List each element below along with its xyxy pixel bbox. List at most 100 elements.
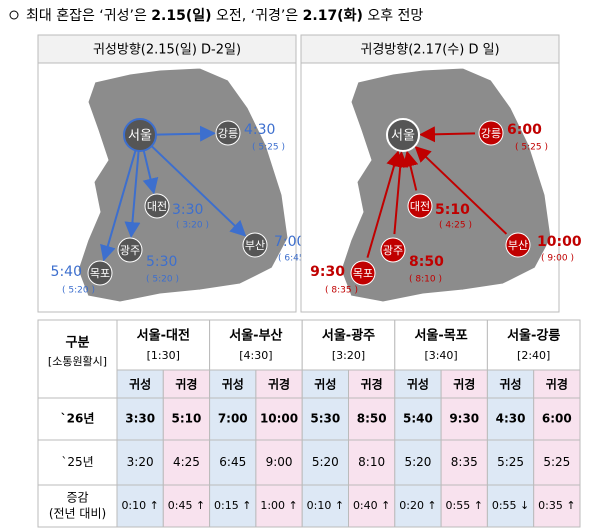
map-panel: 귀경방향(2.17(수) D 일) 강릉 6:00 ( 5:25 ) 대전 5:10 ( 4… <box>300 34 582 313</box>
base-time: ( 8:35 ) <box>325 286 358 296</box>
route-name: 서울-강릉 <box>507 328 560 344</box>
city-node <box>350 260 376 286</box>
cell-value: 4:25 <box>173 455 200 469</box>
route-arrow <box>418 126 476 143</box>
heading-part: 오전, ‘귀경’은 <box>212 8 303 24</box>
row-label: `25년 <box>61 455 93 469</box>
table-cell <box>209 319 303 371</box>
route-arrow <box>150 145 247 237</box>
cell-value: 6:45 <box>219 455 246 469</box>
city-name: 광주 <box>120 244 140 257</box>
travel-time: 3:30 <box>172 202 203 218</box>
table-cell <box>162 484 211 528</box>
city-node <box>117 237 143 263</box>
city-node <box>407 193 433 219</box>
city-node <box>380 237 406 263</box>
cell-value: 0:15 ↑ <box>214 499 251 512</box>
cell-value: 9:00 <box>266 455 293 469</box>
cell-value: 0:40 ↑ <box>353 499 390 512</box>
row-label: `26년 <box>61 412 95 426</box>
hub-node <box>386 118 420 152</box>
table-cell <box>37 484 118 528</box>
route-base: [3:20] <box>332 349 365 362</box>
city-name: 부산 <box>245 239 265 252</box>
table-cell <box>533 439 581 486</box>
city-name: 목포 <box>353 267 373 280</box>
city-node <box>242 232 268 258</box>
table-cell <box>486 397 535 441</box>
table-cell <box>533 484 581 528</box>
subheader: 귀경 <box>546 377 568 392</box>
city-node <box>478 120 504 146</box>
table-cell <box>486 369 535 399</box>
cell-value: 3:30 <box>125 412 155 426</box>
hub-name: 서울 <box>128 129 152 144</box>
subheader: 귀경 <box>268 377 290 392</box>
route-name: 서울-대전 <box>137 328 190 344</box>
cell-value: 7:00 <box>218 412 248 426</box>
table-cell <box>394 439 442 486</box>
route-arrow <box>142 150 159 195</box>
route-base: [3:40] <box>424 349 457 362</box>
subheader: 귀성 <box>407 377 429 392</box>
base-time: ( 4:25 ) <box>439 221 472 231</box>
cell-value: 10:00 <box>260 412 298 426</box>
city-node <box>87 260 113 286</box>
map-panel: 귀성방향(2.15(일) D-2일) 강릉 4:30 ( 5:25 ) 대전 3:30 ( … <box>37 34 311 313</box>
cell-value: 0:55 ↑ <box>446 499 483 512</box>
cell-value: 1:00 ↑ <box>260 499 297 512</box>
heading-part: 오후 전망 <box>363 8 424 24</box>
cell-value: 8:50 <box>357 412 387 426</box>
heading-part: 2.17(화) <box>303 8 363 24</box>
cell-value: 5:40 <box>403 412 433 426</box>
travel-time: 5:40 <box>51 264 82 280</box>
travel-time: 7:00 <box>274 234 305 250</box>
city-node <box>215 120 241 146</box>
table-cell <box>486 439 535 486</box>
subheader: 귀경 <box>361 377 383 392</box>
table-cell <box>486 484 535 528</box>
city-name: 대전 <box>410 200 430 213</box>
route-arrow <box>402 150 419 191</box>
panel-title: 귀경방향(2.17(수) D 일) <box>360 43 499 58</box>
table-cell <box>37 439 118 486</box>
route-base: [1:30] <box>147 349 180 362</box>
cell-value: 0:10 ↑ <box>121 499 158 512</box>
table-cell <box>209 369 257 399</box>
route-name: 서울-목포 <box>414 328 467 344</box>
table-cell <box>209 397 257 441</box>
subheader: 귀성 <box>129 377 151 392</box>
city-node <box>505 232 531 258</box>
panel-header <box>37 34 297 64</box>
table-cell <box>301 319 396 371</box>
subheader: 귀성 <box>314 377 336 392</box>
row-label: (전년 대비) <box>49 507 106 521</box>
base-time: ( 8:10 ) <box>409 275 442 285</box>
heading: 최대 혼잡은 ‘귀성’은 2.15(일) 오전, ‘귀경’은 2.17(화) 오… <box>26 8 423 24</box>
base-time: ( 3:20 ) <box>176 221 209 231</box>
table-cell <box>37 319 118 399</box>
cell-value: 3:20 <box>127 455 154 469</box>
travel-time: 4:30 <box>244 122 275 138</box>
table-cell <box>301 439 350 486</box>
table-cell <box>440 484 488 528</box>
travel-time: 10:00 <box>537 234 582 250</box>
cell-value: 5:25 <box>497 455 524 469</box>
table-cell <box>301 397 350 441</box>
table-cell <box>162 369 211 399</box>
base-time: ( 5:25 ) <box>252 143 285 153</box>
cell-value: 0:10 ↑ <box>307 499 344 512</box>
table-cell <box>116 319 211 371</box>
table-cell <box>348 439 396 486</box>
table-cell <box>209 484 257 528</box>
city-name: 강릉 <box>481 127 501 140</box>
cell-value: 5:20 <box>404 455 431 469</box>
cell-value: 9:30 <box>449 412 479 426</box>
cell-value: 5:20 <box>312 455 339 469</box>
cell-value: 0:45 ↑ <box>168 499 205 512</box>
city-name: 광주 <box>383 244 403 257</box>
panel-title: 귀성방향(2.15(일) D-2일) <box>93 43 241 58</box>
base-time: ( 5:20 ) <box>146 275 179 285</box>
route-base: [2:40] <box>517 349 550 362</box>
